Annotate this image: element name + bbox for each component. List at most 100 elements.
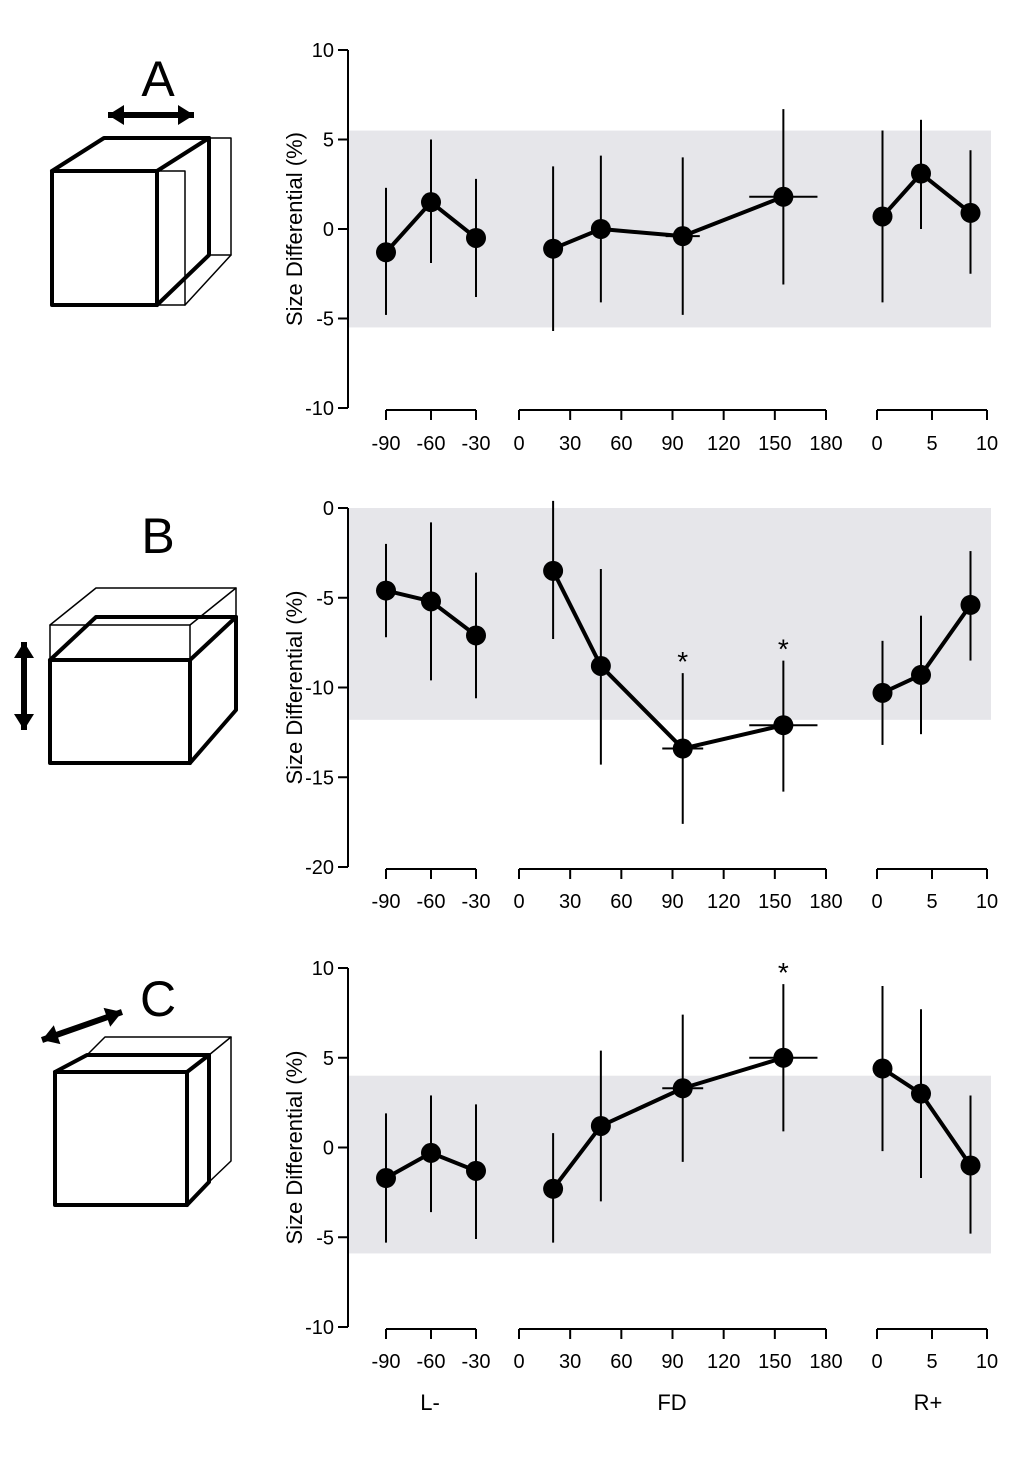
data-point: [590, 219, 611, 239]
x-tick-label: 30: [559, 1351, 581, 1373]
data-point: [466, 227, 486, 248]
x-tick-label: 30: [559, 891, 581, 913]
x-tick-label: -90: [372, 891, 401, 913]
x-tick-label: 120: [707, 891, 740, 913]
group-r: 0 5 10: [871, 985, 998, 1373]
y-axis-title: Size Differential (%): [282, 591, 307, 785]
x-tick-label: 0: [871, 433, 882, 455]
significance-star: *: [677, 646, 688, 677]
x-tick-label: 5: [926, 433, 937, 455]
x-tick-label: 180: [809, 1351, 842, 1373]
series-line: [552, 194, 785, 251]
panel-a: A -10 -5 0 5 10 Size Differential (%) -90 -60 -30…: [50, 40, 998, 455]
cube-extension: [49, 587, 237, 661]
y-tick-label: -5: [316, 1227, 334, 1249]
data-point: [960, 202, 981, 223]
y-tick-label: 10: [312, 40, 334, 62]
data-point: [421, 1142, 441, 1163]
data-point: [376, 580, 396, 601]
x-tick-label: 120: [707, 1351, 740, 1373]
group-labels: L- FD R+: [420, 1390, 942, 1415]
x-tick-label: 150: [758, 891, 791, 913]
group-label-l: L-: [420, 1390, 440, 1415]
x-tick-label: 0: [871, 891, 882, 913]
y-tick-label: 5: [323, 1048, 334, 1070]
data-point: [376, 242, 396, 263]
x-tick-label: 90: [661, 433, 683, 455]
x-tick-label: -30: [462, 1351, 491, 1373]
arrow-head: [42, 1025, 61, 1045]
y-tick-label: 0: [323, 219, 334, 241]
cube-front-face: [53, 1070, 189, 1207]
cube-extension-edge: [49, 587, 237, 626]
x-tick-label: 10: [976, 891, 998, 913]
x-tick-label: -90: [372, 1351, 401, 1373]
shaded-band: [348, 1075, 991, 1254]
x-tick-label: 0: [513, 1351, 524, 1373]
cube-extension-front: [156, 170, 186, 306]
x-tick-label: 10: [976, 433, 998, 455]
group-l: -90 -60 -30: [372, 1095, 491, 1373]
data-point: [672, 226, 693, 247]
panel-letter: C: [140, 971, 176, 1027]
x-tick-label: 150: [758, 1351, 791, 1373]
x-tick-label: 180: [809, 891, 842, 913]
y-axis-title: Size Differential (%): [282, 1051, 307, 1245]
x-tick-label: -30: [462, 891, 491, 913]
group-l: -90 -60 -30: [372, 139, 490, 455]
cube-top-face: [53, 1053, 211, 1074]
x-tick-label: -60: [417, 891, 446, 913]
x-tick-label: 150: [758, 433, 791, 455]
x-tick-label: 5: [926, 891, 937, 913]
y-tick-label: -15: [305, 767, 334, 789]
data-point: [543, 238, 564, 259]
x-tick-label: 5: [926, 1351, 937, 1373]
x-tick-label: 60: [610, 1351, 632, 1373]
y-tick-label: 0: [323, 498, 334, 520]
y-tick-label: -5: [316, 309, 334, 331]
group-r: 0 5 10: [871, 119, 998, 455]
y-tick-label: 0: [323, 1138, 334, 1160]
y-axis-title: Size Differential (%): [282, 132, 307, 326]
cube-width-arrow-icon: [50, 105, 232, 307]
height-arrow-icon: [14, 642, 34, 730]
x-tick-label: 180: [809, 433, 842, 455]
cube-extension: [86, 1036, 232, 1056]
data-point: [911, 1083, 931, 1104]
data-point: [672, 738, 693, 759]
cube-depth-arrow-icon: [41, 1007, 232, 1207]
shaded-band: [348, 130, 991, 328]
data-point: [672, 1078, 693, 1099]
cube-top-face: [48, 615, 238, 662]
data-point: [773, 186, 794, 207]
arrow-head: [103, 1007, 122, 1027]
significance-star: *: [778, 957, 789, 988]
x-tick-label: 0: [871, 1351, 882, 1373]
x-tick-label: 60: [610, 433, 632, 455]
y-tick-label: 10: [312, 958, 334, 980]
data-point: [466, 625, 486, 646]
cube-side-edge: [188, 615, 238, 765]
cube-front-face: [48, 658, 192, 765]
group-label-fd: FD: [657, 1390, 686, 1415]
series-line: [551, 1055, 784, 1190]
x-tick-label: 30: [559, 433, 581, 455]
data-point: [872, 206, 893, 227]
x-tick-label: 0: [513, 433, 524, 455]
arrow-head: [108, 105, 124, 125]
arrow-head: [178, 105, 194, 125]
group-label-r: R+: [914, 1390, 943, 1415]
y-tick-label: -10: [305, 1317, 334, 1339]
data-point: [911, 163, 931, 184]
data-point: [773, 1047, 794, 1068]
x-tick-label: 10: [976, 1351, 998, 1373]
cube-side-edge: [185, 1053, 211, 1207]
data-point: [466, 1160, 486, 1181]
cube-front-face: [50, 169, 159, 307]
group-fd: 0 30 60 90 120 150 180 *: [513, 957, 842, 1373]
x-tick-label: 120: [707, 433, 740, 455]
x-tick-label: 90: [661, 891, 683, 913]
panel-b: B -20 -15 -10 -5 0 Size Differential (%) -90 -60…: [14, 498, 998, 913]
data-point: [376, 1168, 396, 1189]
panel-c: C -10 -5 0 5 10 Size Differential (%) -90 -60 -30…: [41, 957, 998, 1373]
